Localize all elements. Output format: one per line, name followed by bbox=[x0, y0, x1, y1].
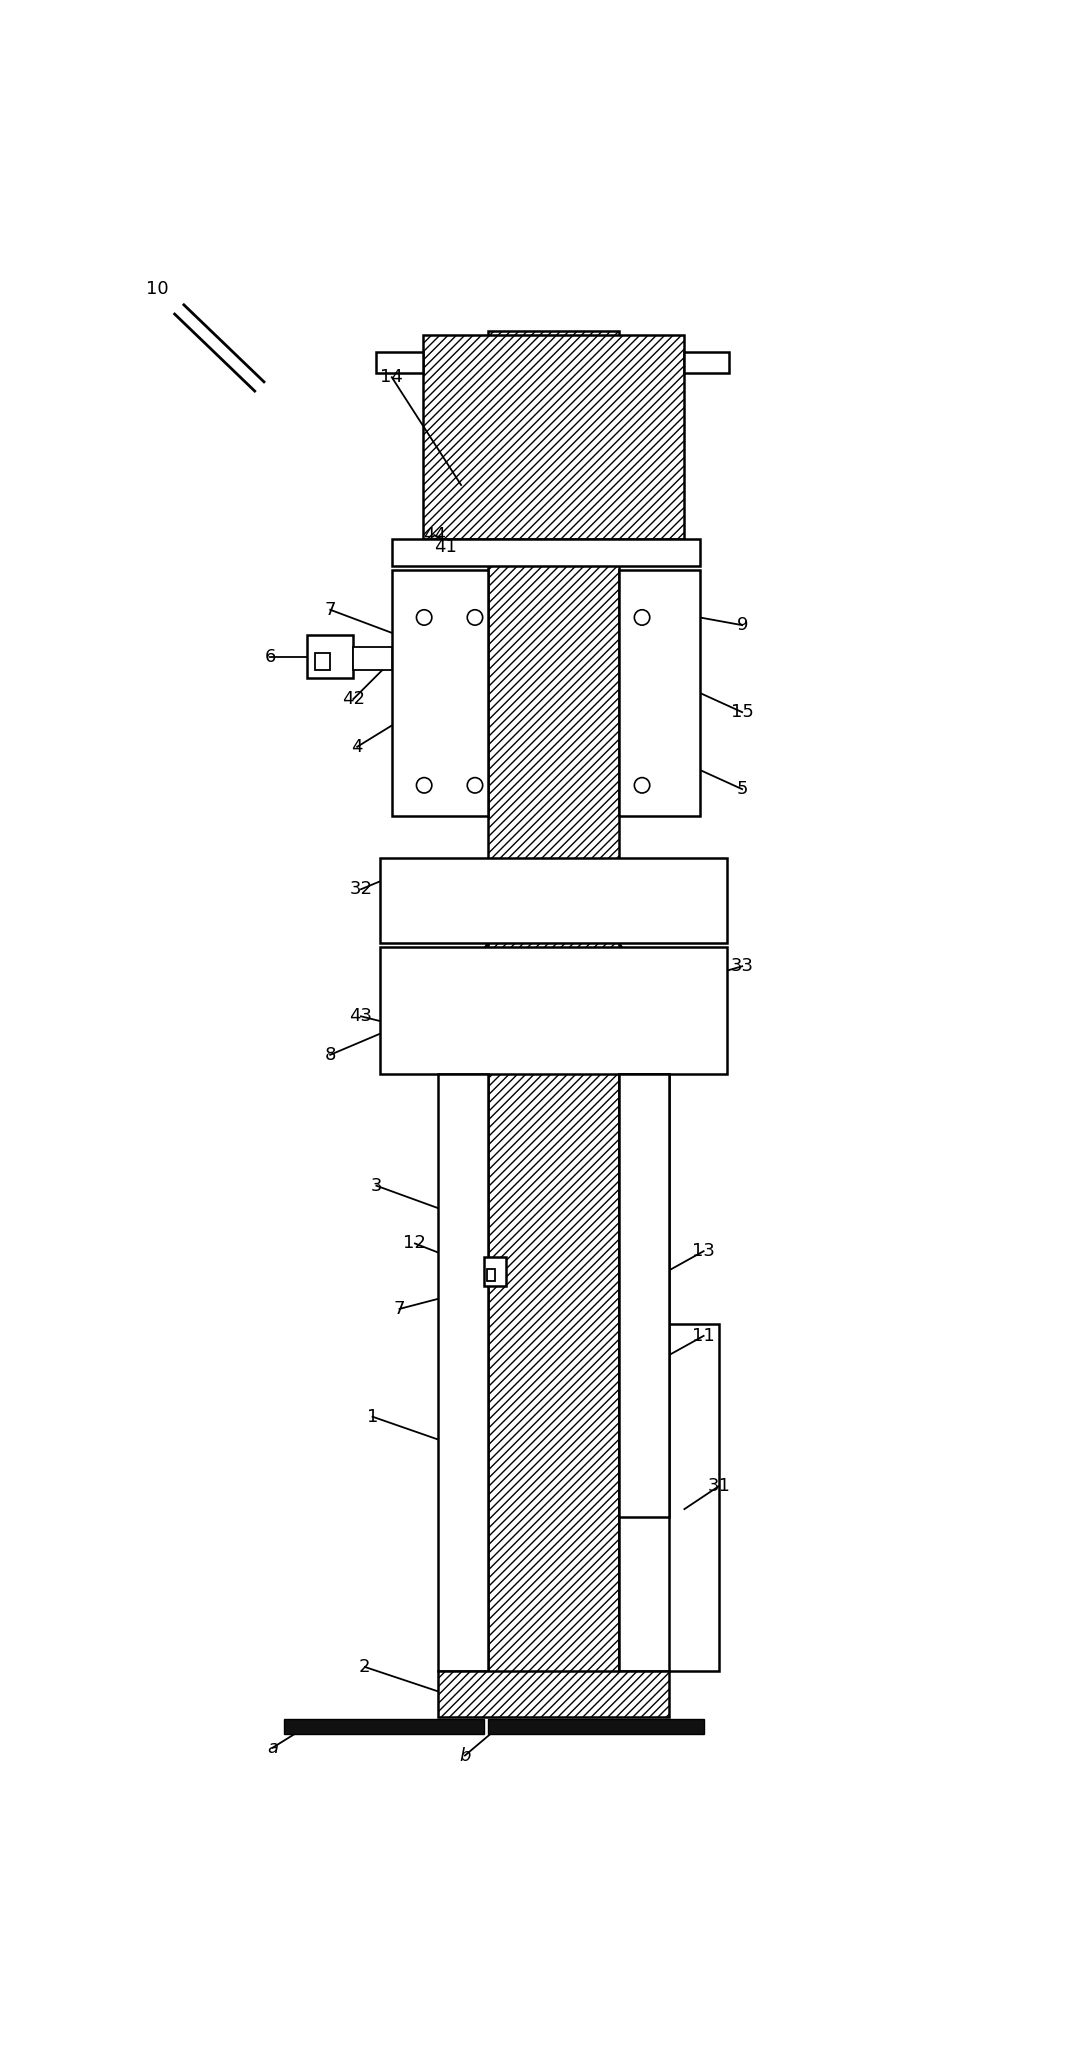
Bar bbox=[488, 331, 619, 1674]
Bar bbox=[422, 336, 685, 539]
Bar bbox=[377, 352, 422, 373]
Text: 33: 33 bbox=[731, 957, 754, 976]
Text: 32: 32 bbox=[350, 881, 373, 898]
Bar bbox=[392, 570, 488, 815]
Text: 10: 10 bbox=[146, 280, 168, 299]
Bar bbox=[307, 634, 353, 677]
Circle shape bbox=[468, 609, 483, 626]
Circle shape bbox=[634, 609, 650, 626]
Bar bbox=[488, 1719, 704, 1734]
Text: 15: 15 bbox=[731, 704, 754, 721]
Bar bbox=[380, 947, 727, 1075]
Text: 2: 2 bbox=[359, 1657, 370, 1676]
Text: a: a bbox=[267, 1738, 278, 1756]
Text: 6: 6 bbox=[265, 649, 275, 665]
Circle shape bbox=[634, 778, 650, 793]
Bar bbox=[619, 1075, 669, 1517]
Bar bbox=[487, 1268, 495, 1281]
Bar bbox=[438, 1075, 488, 1670]
Text: b: b bbox=[459, 1746, 471, 1765]
Text: 7: 7 bbox=[394, 1299, 405, 1318]
Text: 41: 41 bbox=[434, 537, 457, 556]
Text: 11: 11 bbox=[692, 1326, 715, 1345]
Circle shape bbox=[417, 778, 432, 793]
Bar bbox=[619, 1324, 719, 1670]
Text: 9: 9 bbox=[737, 616, 747, 634]
Text: 31: 31 bbox=[707, 1476, 730, 1495]
Text: 5: 5 bbox=[737, 780, 747, 799]
Bar bbox=[380, 859, 727, 943]
Text: 42: 42 bbox=[341, 690, 365, 708]
Bar bbox=[353, 647, 392, 669]
Bar bbox=[484, 1256, 505, 1285]
Text: 14: 14 bbox=[380, 369, 403, 387]
Bar bbox=[284, 1719, 484, 1734]
Bar bbox=[314, 653, 330, 669]
Text: 43: 43 bbox=[350, 1007, 373, 1025]
Text: 7: 7 bbox=[324, 601, 336, 620]
Bar bbox=[685, 352, 729, 373]
Text: 8: 8 bbox=[324, 1046, 336, 1065]
Text: 12: 12 bbox=[404, 1235, 427, 1252]
Text: 44: 44 bbox=[422, 525, 446, 544]
Bar bbox=[619, 1075, 669, 1670]
Text: 1: 1 bbox=[367, 1408, 378, 1425]
Bar bbox=[392, 539, 700, 566]
Bar bbox=[619, 570, 700, 815]
Text: 13: 13 bbox=[692, 1242, 715, 1260]
Text: 3: 3 bbox=[370, 1176, 382, 1194]
Text: 4: 4 bbox=[351, 737, 363, 756]
Bar bbox=[438, 1670, 669, 1717]
Circle shape bbox=[468, 778, 483, 793]
Circle shape bbox=[417, 609, 432, 626]
